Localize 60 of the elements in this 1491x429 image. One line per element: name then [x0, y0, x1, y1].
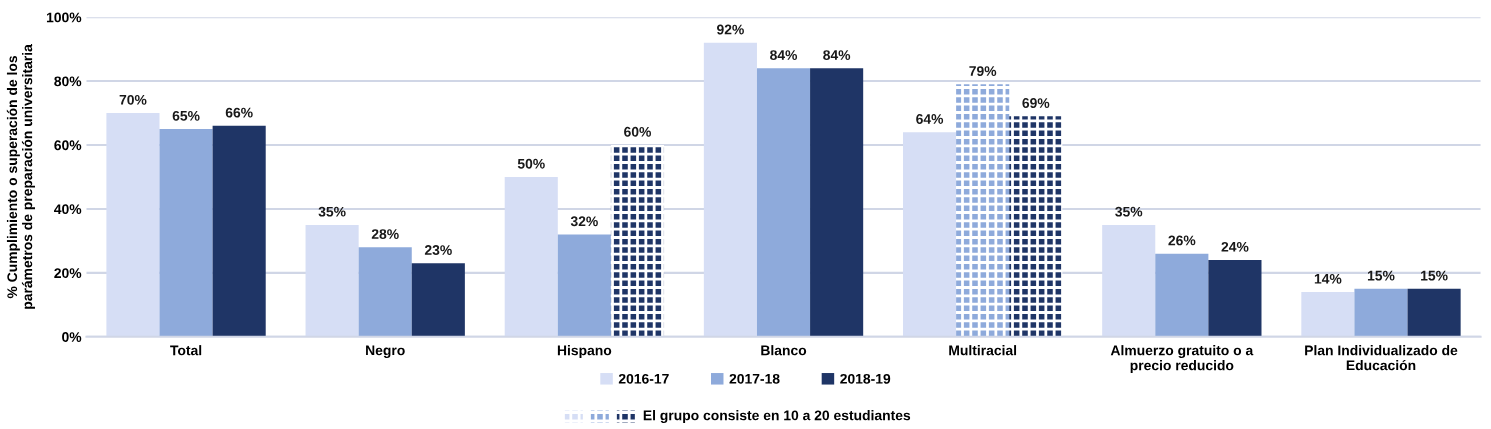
- bar: [1009, 116, 1063, 337]
- bar: [504, 176, 558, 337]
- bar: [810, 68, 864, 337]
- y-axis-title: % Cumplimiento o superación de los parámetros de preparación universitaria: [6, 44, 35, 309]
- y-tick-label: 20%: [54, 268, 82, 279]
- bar: [212, 125, 266, 337]
- data-label: 28%: [371, 229, 399, 239]
- bar: [1407, 288, 1461, 337]
- data-label: 66%: [225, 107, 253, 118]
- data-label: 79%: [969, 66, 997, 76]
- data-label: 69%: [1022, 98, 1050, 108]
- data-label: 35%: [318, 206, 346, 217]
- y-tick-label: 100%: [46, 12, 82, 23]
- bar: [756, 68, 811, 337]
- x-tick-label: Blanco: [761, 345, 807, 356]
- data-label: 84%: [770, 50, 798, 60]
- data-label: 14%: [1314, 273, 1342, 284]
- x-tick-label: Hispano: [557, 345, 612, 359]
- bar: [305, 224, 359, 337]
- bar: [411, 263, 465, 337]
- data-label: 32%: [570, 216, 598, 227]
- bar: [1208, 260, 1262, 337]
- data-label: 26%: [1168, 235, 1196, 246]
- legend-label: 2017-18: [729, 373, 780, 384]
- bar: [358, 247, 412, 337]
- legend-label: 2018-19: [840, 373, 891, 384]
- legend-label: El grupo consiste en 10 a 20 estudiantes: [643, 410, 911, 424]
- data-label: 60%: [624, 126, 652, 137]
- bar: [956, 84, 1010, 337]
- data-label: 64%: [916, 114, 944, 124]
- data-label: 15%: [1367, 270, 1395, 281]
- data-label: 65%: [172, 110, 200, 121]
- y-tick-label: 40%: [54, 204, 82, 215]
- y-tick-label: 80%: [54, 76, 82, 87]
- bar: [159, 129, 213, 337]
- bar: [903, 132, 957, 337]
- y-tick-label: 60%: [54, 140, 82, 151]
- x-tick-label: Negro: [366, 345, 405, 359]
- legend-label: 2016-17: [618, 373, 669, 384]
- bar: [106, 113, 160, 337]
- x-tick-label: Almuerzo gratuito o a precio reducido: [1110, 345, 1254, 374]
- bar: [557, 234, 611, 337]
- data-label: 84%: [823, 50, 851, 60]
- data-label: 70%: [119, 94, 147, 105]
- bar: [1301, 292, 1355, 337]
- bar: [1155, 253, 1209, 337]
- bar: [610, 145, 665, 337]
- data-label: 24%: [1221, 241, 1249, 252]
- x-tick-label: Plan Individualizado de Educación: [1305, 345, 1458, 371]
- bar: [1102, 224, 1156, 337]
- x-tick-label: Total: [170, 345, 202, 356]
- data-label: 50%: [517, 158, 545, 169]
- data-label: 23%: [424, 245, 452, 255]
- data-label: 35%: [1115, 206, 1143, 217]
- x-tick-label: Multiracial: [949, 345, 1017, 356]
- bar: [1354, 288, 1408, 337]
- y-tick-label: 0%: [62, 332, 82, 342]
- data-label: 92%: [717, 24, 744, 35]
- data-label: 15%: [1421, 270, 1448, 281]
- bar: [703, 42, 757, 337]
